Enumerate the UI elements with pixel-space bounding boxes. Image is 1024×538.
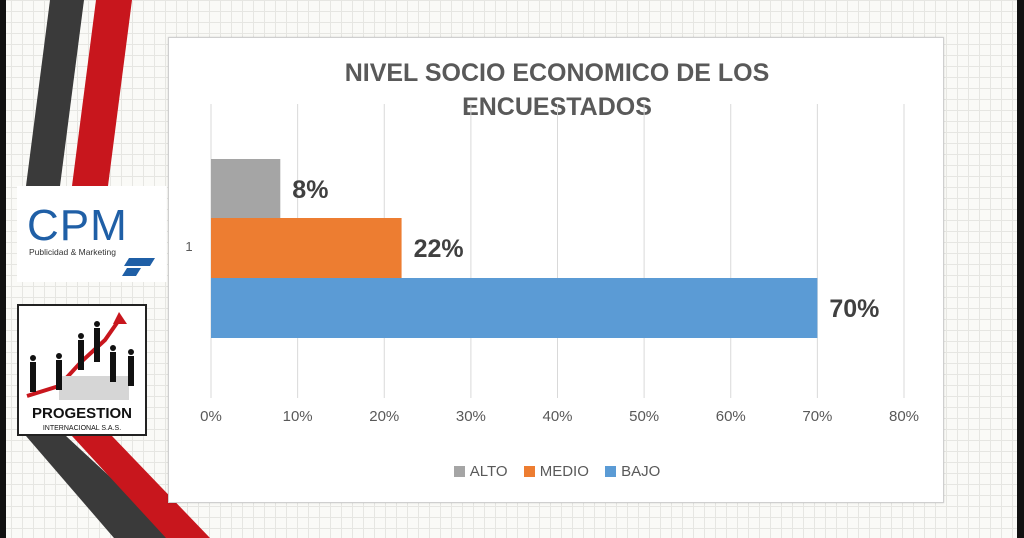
x-tick-label: 20% xyxy=(369,408,399,425)
bar-medio xyxy=(211,218,402,278)
progestion-logo: PROGESTION INTERNACIONAL S.A.S. xyxy=(17,304,147,436)
data-label-alto: 8% xyxy=(292,176,328,204)
legend-label-bajo: BAJO xyxy=(621,463,661,480)
x-tick-label: 80% xyxy=(889,408,919,425)
x-tick-label: 50% xyxy=(629,408,659,425)
chart-title-line-1: NIVEL SOCIO ECONOMICO DE LOS xyxy=(344,59,770,87)
chart-panel: NIVEL SOCIO ECONOMICO DE LOS ENCUESTADOS… xyxy=(168,37,944,503)
cpm-logo-tagline: Publicidad & Marketing xyxy=(29,247,116,257)
legend-label-medio: MEDIO xyxy=(539,463,589,480)
x-tick-label: 70% xyxy=(802,408,832,425)
x-tick-label: 40% xyxy=(542,408,572,425)
legend-item-medio: MEDIO xyxy=(523,463,589,480)
bar-bajo xyxy=(211,278,818,338)
legend-label-alto: ALTO xyxy=(469,463,508,480)
data-label-medio: 22% xyxy=(414,235,464,263)
bar-chart-plot: 0% 10% 20% 30% 40% 50% 60% 70% 80% 1 8% 22% 70% xyxy=(185,104,919,425)
x-tick-label: 10% xyxy=(283,408,313,425)
x-tick-label: 0% xyxy=(200,408,222,425)
right-screen-edge xyxy=(1017,0,1024,538)
legend-item-bajo: BAJO xyxy=(605,463,660,480)
bar-alto xyxy=(211,159,281,219)
legend-swatch-bajo xyxy=(605,466,617,477)
legend-swatch-medio xyxy=(523,466,535,477)
data-label-bajo: 70% xyxy=(829,295,879,323)
x-tick-label: 60% xyxy=(716,408,746,425)
cpm-logo: CPM Publicidad & Marketing xyxy=(17,186,167,282)
x-tick-label: 30% xyxy=(456,408,486,425)
left-screen-edge xyxy=(0,0,6,538)
category-label: 1 xyxy=(185,239,192,254)
legend-swatch-alto xyxy=(453,466,465,477)
legend-item-alto: ALTO xyxy=(453,463,508,480)
progestion-logo-tagline: INTERNACIONAL S.A.S. xyxy=(43,425,121,432)
chart-legend: ALTO MEDIO BAJO xyxy=(169,463,945,480)
progestion-logo-name: PROGESTION xyxy=(32,405,132,422)
cpm-logo-name: CPM xyxy=(27,201,128,250)
